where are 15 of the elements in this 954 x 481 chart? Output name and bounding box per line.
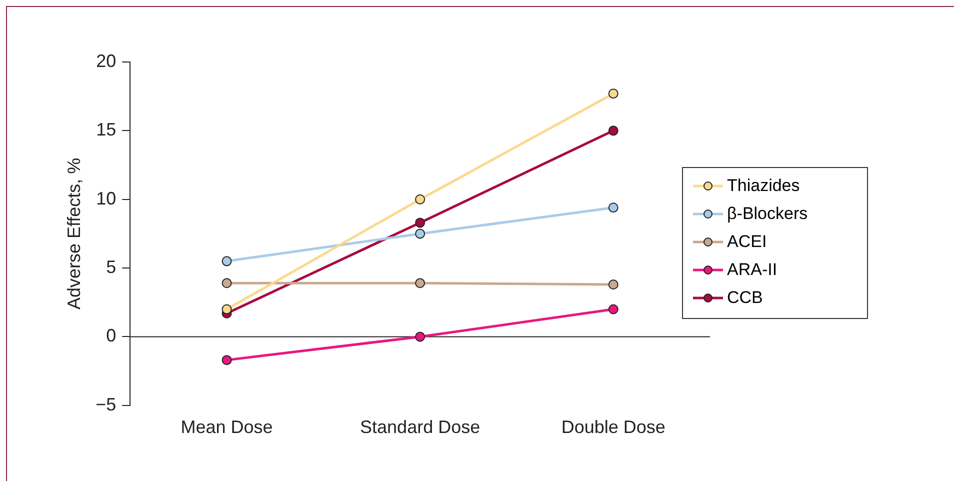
y-tick-label: −5 [96,394,116,414]
x-tick-label: Double Dose [561,417,666,438]
y-axis-title: Adverse Effects, % [64,158,84,310]
legend-label: CCB [727,288,763,308]
y-tick-label: 15 [96,120,116,140]
legend-label: Thiazides [727,176,800,196]
legend-label: ARA-II [727,260,778,280]
y-tick-label: 20 [96,50,116,71]
legend-label: β-Blockers [727,204,808,224]
legend-label: ACEI [727,232,767,252]
x-tick-label: Standard Dose [360,417,480,438]
y-tick-label: 10 [96,188,116,208]
y-tick-label: 5 [106,257,116,278]
y-tick-label: 0 [106,326,116,346]
x-tick-label: Mean Dose [180,417,273,438]
